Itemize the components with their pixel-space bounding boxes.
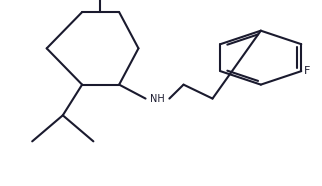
Text: NH: NH	[150, 94, 165, 104]
Text: F: F	[304, 66, 311, 76]
